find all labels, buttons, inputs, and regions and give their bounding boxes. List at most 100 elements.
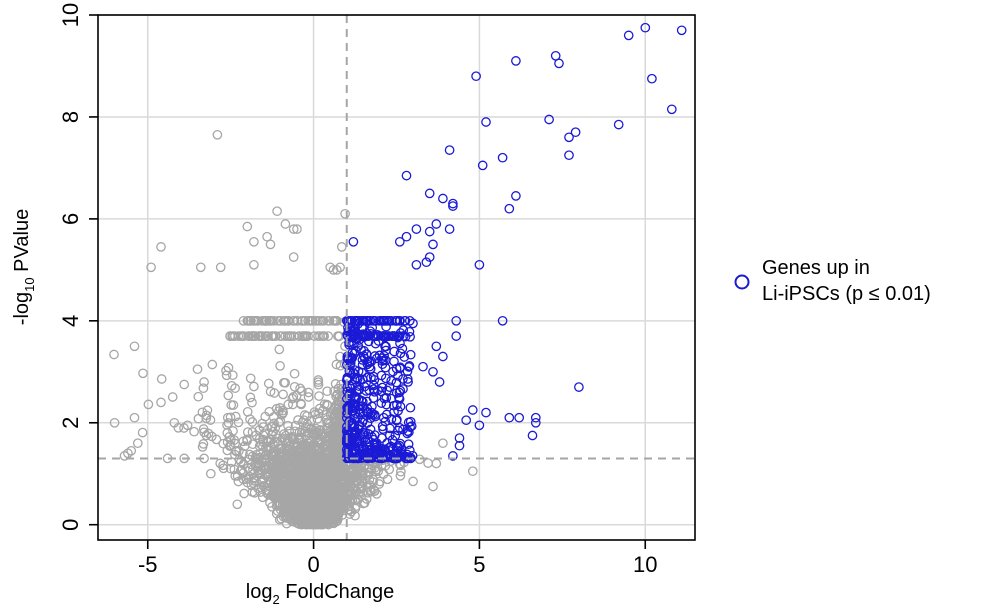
legend: Genes up in Li-iPSCs (p ≤ 0.01) (734, 257, 931, 305)
up-point (390, 430, 401, 441)
grey-point (321, 512, 331, 523)
up-point (676, 25, 687, 36)
up-point (403, 377, 413, 387)
grey-point (234, 445, 244, 456)
grey-point (244, 331, 255, 341)
up-point (366, 407, 377, 418)
grey-point (109, 349, 119, 360)
y-tick-label: 2 (58, 417, 83, 429)
grey-point (109, 417, 120, 428)
up-point (544, 114, 554, 125)
y-tick-label: 10 (58, 3, 83, 27)
grey-point (119, 451, 130, 461)
up-point (454, 440, 465, 451)
grey-point (334, 413, 345, 423)
grey-point (243, 463, 253, 474)
grey-point (275, 403, 285, 413)
grey-point (267, 454, 278, 465)
grey-point (318, 466, 329, 477)
grey-point (299, 331, 310, 341)
grey-point (330, 460, 341, 471)
grey-point (156, 374, 167, 384)
grey-point (264, 315, 274, 326)
up-point (477, 160, 488, 171)
grey-point (336, 242, 347, 252)
grey-point (384, 464, 395, 475)
up-point (474, 259, 485, 270)
legend-label-line2: Li-iPSCs (p ≤ 0.01) (762, 283, 931, 305)
grey-point (215, 262, 226, 273)
grey-point (138, 368, 148, 379)
grey-point (262, 472, 273, 482)
grey-point (199, 427, 209, 438)
grey-point (328, 265, 339, 275)
plot-frame (97, 14, 696, 541)
grey-point (288, 315, 299, 326)
up-point (404, 427, 414, 437)
grey-point (198, 439, 209, 449)
grey-point (137, 427, 148, 438)
up-point (623, 30, 634, 41)
grey-point (335, 420, 346, 431)
up-point (448, 201, 458, 211)
up-point (381, 341, 391, 352)
grey-point (340, 208, 350, 219)
grey-point (318, 331, 328, 341)
grey-point (292, 467, 302, 478)
grey-point (295, 503, 306, 513)
up-point (411, 224, 422, 234)
grey-point (317, 473, 327, 484)
grey-point (290, 426, 300, 437)
grey-point (288, 391, 299, 402)
grey-point (305, 502, 315, 512)
grey-point (247, 397, 257, 408)
grey-point (321, 484, 331, 494)
up-point (377, 382, 388, 393)
up-point (350, 369, 360, 379)
grey-point (361, 494, 372, 504)
grey-point (281, 508, 291, 518)
grey-point (323, 471, 334, 482)
up-point (394, 331, 405, 341)
grey-point (247, 417, 258, 427)
grey-point (330, 430, 341, 441)
grey-point (193, 413, 204, 424)
up-point (377, 446, 388, 457)
grey-point (267, 421, 278, 432)
grey-point (369, 486, 380, 497)
grey-point (274, 443, 285, 454)
up-point (570, 127, 581, 138)
up-point (497, 152, 508, 163)
grey-point (335, 262, 345, 273)
up-point (352, 315, 363, 326)
x-tick-label: 10 (633, 552, 657, 577)
grey-point (265, 239, 276, 250)
grey-point (303, 392, 314, 402)
up-point (401, 231, 412, 242)
up-point (377, 331, 388, 341)
grey-point (278, 389, 288, 400)
up-point (382, 438, 392, 448)
up-point (345, 383, 356, 394)
grey-point (329, 386, 339, 397)
grey-point (396, 466, 406, 477)
grey-point (201, 430, 212, 441)
up-point (354, 407, 365, 418)
grey-point (233, 417, 244, 428)
grey-point (237, 331, 247, 341)
grey-point (356, 491, 366, 501)
grey-point (129, 341, 140, 352)
grey-point (256, 331, 266, 341)
grey-point (316, 483, 327, 494)
up-point (381, 345, 391, 356)
grey-point (218, 438, 229, 449)
grey-point (300, 315, 310, 326)
axes: -5 0 5 10 0 2 4 6 8 10 (58, 3, 696, 577)
grey-point (271, 429, 281, 440)
grey-point (289, 368, 300, 379)
grey-point (263, 378, 274, 389)
up-point (431, 219, 442, 229)
grey-point (303, 387, 314, 398)
up-point (640, 22, 651, 33)
